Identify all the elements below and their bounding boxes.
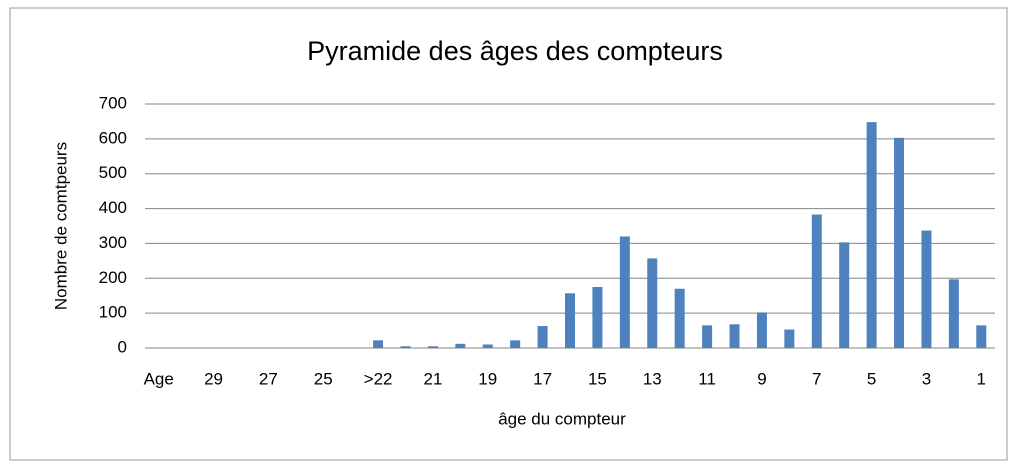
x-tick-label: 21 bbox=[423, 369, 442, 388]
x-tick-label: >22 bbox=[364, 369, 393, 388]
bar bbox=[565, 293, 575, 348]
x-tick-label: 27 bbox=[259, 369, 278, 388]
x-tick-label: 5 bbox=[867, 369, 876, 388]
x-tick-label: 1 bbox=[977, 369, 986, 388]
bar bbox=[921, 230, 932, 348]
bar bbox=[455, 343, 466, 348]
bar bbox=[811, 214, 822, 348]
x-axis-title: âge du compteur bbox=[498, 409, 626, 428]
y-tick-label: 100 bbox=[99, 303, 127, 322]
bar bbox=[894, 137, 905, 348]
x-tick-label: 11 bbox=[698, 369, 716, 388]
x-tick-label: 19 bbox=[478, 369, 497, 388]
y-tick-label: 600 bbox=[99, 128, 127, 147]
y-tick-label: 400 bbox=[99, 198, 127, 217]
bar bbox=[729, 324, 740, 348]
bar bbox=[866, 122, 877, 348]
bar bbox=[756, 312, 767, 348]
bar bbox=[427, 346, 438, 348]
x-tick-label: 13 bbox=[643, 369, 662, 388]
bar bbox=[400, 346, 411, 348]
bar bbox=[537, 326, 548, 348]
y-tick-label: 500 bbox=[99, 163, 127, 182]
y-axis-title: Nombre de comtpeurs bbox=[51, 142, 70, 310]
chart-frame bbox=[9, 7, 1008, 461]
y-tick-label: 300 bbox=[99, 233, 127, 252]
bar bbox=[948, 279, 959, 348]
bar bbox=[647, 258, 658, 348]
bar bbox=[784, 329, 795, 348]
y-tick-label: 700 bbox=[99, 93, 127, 112]
x-tick-label: 29 bbox=[204, 369, 223, 388]
bar bbox=[976, 325, 987, 348]
bar bbox=[674, 288, 685, 348]
y-tick-label: 200 bbox=[99, 268, 127, 287]
bar bbox=[839, 242, 850, 348]
y-tick-label: 0 bbox=[118, 337, 127, 356]
x-tick-label: 15 bbox=[588, 369, 607, 388]
bar bbox=[482, 344, 493, 348]
bar bbox=[702, 325, 713, 348]
x-tick-label: Age bbox=[144, 369, 174, 388]
bar bbox=[592, 287, 603, 348]
x-tick-label: 7 bbox=[812, 369, 821, 388]
x-tick-label: 25 bbox=[314, 369, 333, 388]
bar bbox=[510, 340, 521, 348]
x-tick-label: 3 bbox=[922, 369, 931, 388]
bar bbox=[619, 236, 630, 348]
bar bbox=[373, 340, 384, 348]
chart-title: Pyramide des âges des compteurs bbox=[307, 36, 723, 66]
x-tick-label: 17 bbox=[533, 369, 552, 388]
x-tick-label: 9 bbox=[757, 369, 766, 388]
